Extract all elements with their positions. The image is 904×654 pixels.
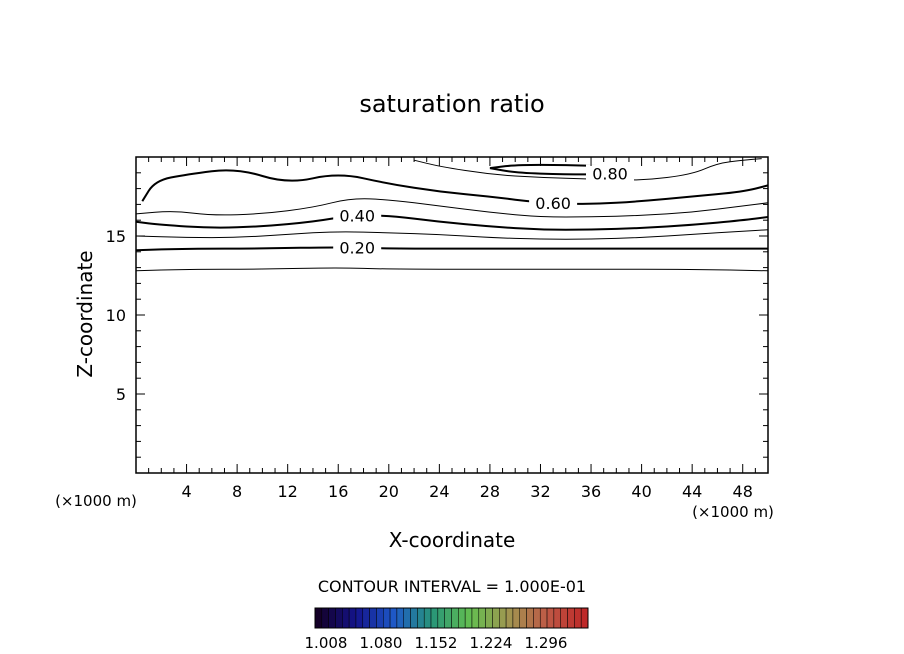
colorbar-swatch [451,607,459,629]
contour-interval-text: CONTOUR INTERVAL = 1.000E-01 [318,577,586,596]
colorbar-swatch [553,607,561,629]
colorbar-label: 1.008 [305,634,348,652]
z-tick-label: 15 [106,227,126,246]
x-tick-label: 16 [328,482,348,501]
contour-label-0.20: 0.20 [339,239,375,258]
colorbar-swatch [478,607,486,629]
colorbar-label: 1.296 [525,634,568,652]
colorbar-swatch [417,607,425,629]
contour-label-bg [333,206,382,225]
colorbar-swatch [458,607,466,629]
colorbar-label: 1.224 [470,634,513,652]
colorbar-swatch [567,607,575,629]
x-tick-label: 20 [379,482,399,501]
colorbar-label: 1.152 [415,634,458,652]
colorbar-swatch [526,607,534,629]
contour-line-3 [135,214,769,231]
x-tick-label: 8 [232,482,242,501]
contour-label-bg [586,164,634,183]
contour-line-4 [135,198,769,218]
z-tick-label: 10 [106,306,126,325]
contour-line-1 [135,246,768,252]
z-axis-label: Z-coordinate [73,250,97,377]
colorbar-swatch [355,607,364,629]
colorbar-swatch [348,607,357,629]
colorbar-swatch [505,607,514,629]
colorbar-swatch [314,607,323,629]
x-unit-label: (×1000 m) [692,503,774,521]
colorbar: 1.008 1.080 1.152 1.224 1.296 [305,607,589,652]
x-tick-label: 32 [530,482,550,501]
colorbar-swatch [546,607,555,629]
colorbar-swatch [403,607,411,629]
x-tick-label: 24 [429,482,449,501]
colorbar-swatch [389,607,398,629]
x-tick-label: 40 [631,482,651,501]
colorbar-swatch [512,607,520,629]
colorbar-swatch [533,607,541,629]
contour-label-bg [333,238,382,257]
colorbar-swatch [383,607,391,629]
colorbar-swatch [396,607,404,629]
colorbar-swatch [485,607,493,629]
colorbar-swatch [437,607,445,629]
colorbar-swatch [328,607,336,629]
contour-line-2 [135,229,769,240]
plot-frame [135,156,769,474]
chart-title: saturation ratio [359,90,544,118]
colorbar-label: 1.080 [360,634,403,652]
colorbar-swatch [444,607,452,629]
colorbar-swatch [376,607,384,629]
contour-label-0.80: 0.80 [592,165,628,184]
x-axis-label: X-coordinate [389,528,516,552]
colorbar-frame [314,607,589,629]
contour-label-bg [529,194,578,213]
colorbar-swatch [519,607,527,629]
x-tick-label: 44 [682,482,702,501]
colorbar-swatch [539,607,548,629]
z-tick-label: 5 [116,385,126,404]
contour-line-5 [141,169,769,205]
colorbar-swatch [499,607,507,629]
colorbar-swatch [410,607,418,629]
colorbar-swatch [342,607,350,629]
colorbar-swatch [560,607,568,629]
colorbar-swatch [471,607,480,629]
x-tick-label: 4 [181,482,191,501]
colorbar-swatch [580,607,589,629]
z-unit-label: (×1000 m) [55,492,137,510]
contour-line-0 [135,267,769,272]
colorbar-swatch [492,607,500,629]
x-tick-label: 28 [480,482,500,501]
colorbar-swatch [464,607,473,629]
colorbar-swatch [362,607,370,629]
colorbar-swatch [321,607,329,629]
contour-label-0.40: 0.40 [339,206,375,225]
colorbar-swatch [369,607,377,629]
colorbar-swatch [574,607,582,629]
colorbar-swatch [335,607,343,629]
contour-layer: 0.20 0.40 0.60 0.80 [135,158,769,272]
x-tick-label: 48 [733,482,753,501]
colorbar-swatch [430,607,439,629]
colorbar-swatch [423,607,432,629]
x-tick-label: 12 [278,482,298,501]
contour-label-0.60: 0.60 [535,194,571,213]
x-tick-label: 36 [581,482,601,501]
